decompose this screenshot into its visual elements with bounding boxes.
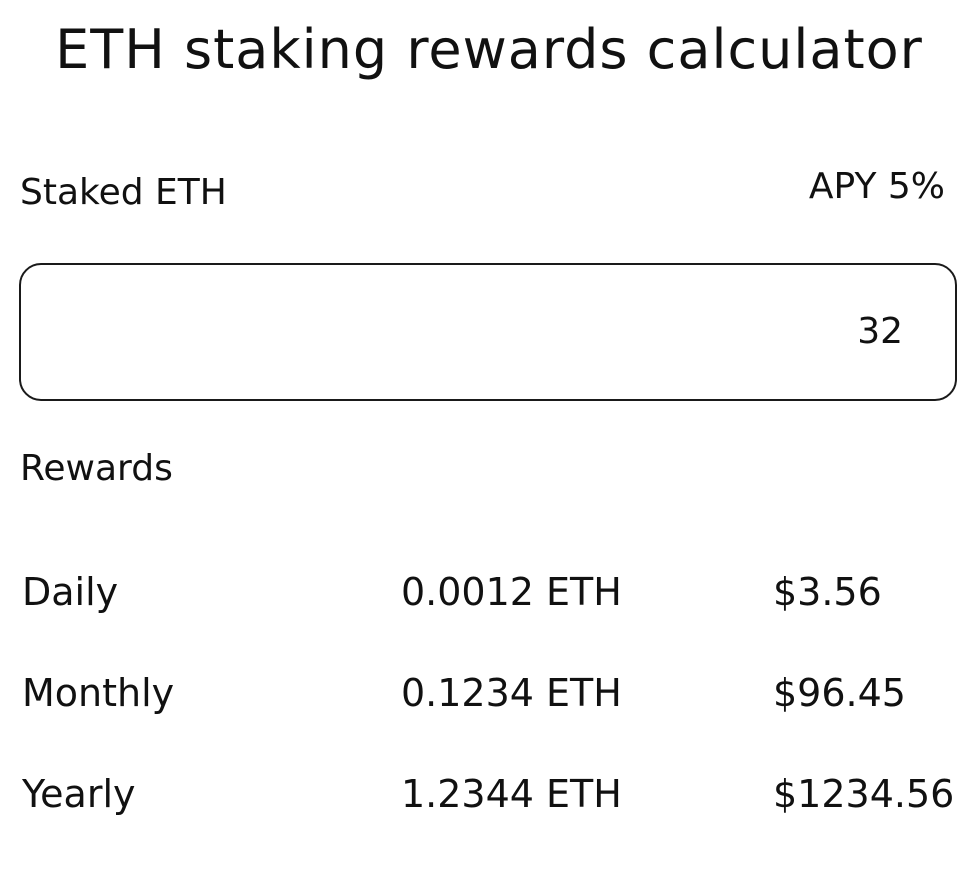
rewards-heading: Rewards [20,448,173,489]
reward-usd-value: $1234.56 [773,772,955,816]
reward-usd-value: $3.56 [773,570,882,614]
reward-eth-value: 0.0012 ETH [401,570,622,614]
reward-period-label: Monthly [22,671,175,715]
staked-eth-input[interactable]: 32 [19,263,957,401]
reward-eth-value: 0.1234 ETH [401,671,622,715]
reward-row-monthly: Monthly 0.1234 ETH $96.45 [20,671,955,772]
staked-eth-label: Staked ETH [20,172,227,213]
staked-eth-value: 32 [857,311,903,352]
reward-row-yearly: Yearly 1.2344 ETH $1234.56 [20,772,955,873]
apy-label: APY 5% [808,166,945,207]
rewards-table: Daily 0.0012 ETH $3.56 Monthly 0.1234 ET… [20,570,955,873]
page-title: ETH staking rewards calculator [55,18,923,81]
reward-eth-value: 1.2344 ETH [401,772,622,816]
reward-usd-value: $96.45 [773,671,906,715]
reward-period-label: Yearly [22,772,136,816]
stake-label-row: Staked ETH APY 5% [20,166,945,216]
reward-row-daily: Daily 0.0012 ETH $3.56 [20,570,955,671]
reward-period-label: Daily [22,570,119,614]
